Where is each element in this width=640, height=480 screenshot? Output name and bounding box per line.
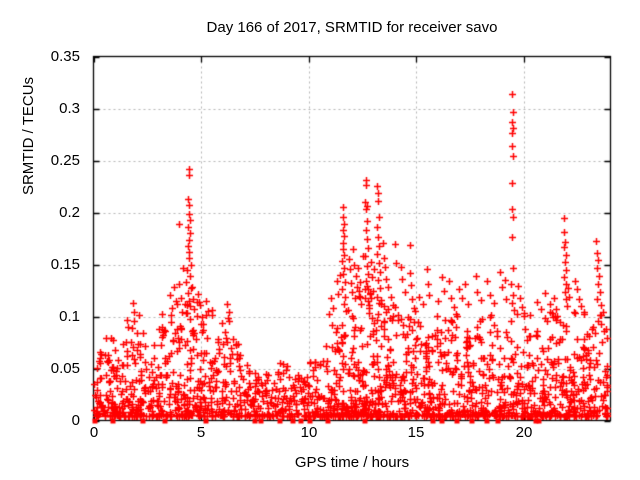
y-tick-label: 0.25 (50, 152, 80, 169)
y-tick-label: 0.15 (50, 256, 80, 273)
y-tick-label: 0.05 (50, 360, 80, 377)
x-tick-label: 10 (300, 424, 318, 441)
y-tick-label: 0.1 (59, 308, 80, 325)
y-tick-label: 0 (71, 412, 80, 429)
x-tick-label: 5 (196, 424, 206, 441)
x-tick-label: 15 (407, 424, 425, 441)
y-tick-label: 0.3 (59, 100, 80, 117)
x-tick-label: 20 (515, 424, 533, 441)
y-tick-label: 0.2 (59, 204, 80, 221)
x-axis-label: GPS time / hours (294, 454, 410, 471)
x-tick-label: 0 (89, 424, 99, 441)
chart-title: Day 166 of 2017, SRMTID for receiver sav… (206, 19, 498, 36)
y-tick-label: 0.35 (50, 48, 80, 65)
